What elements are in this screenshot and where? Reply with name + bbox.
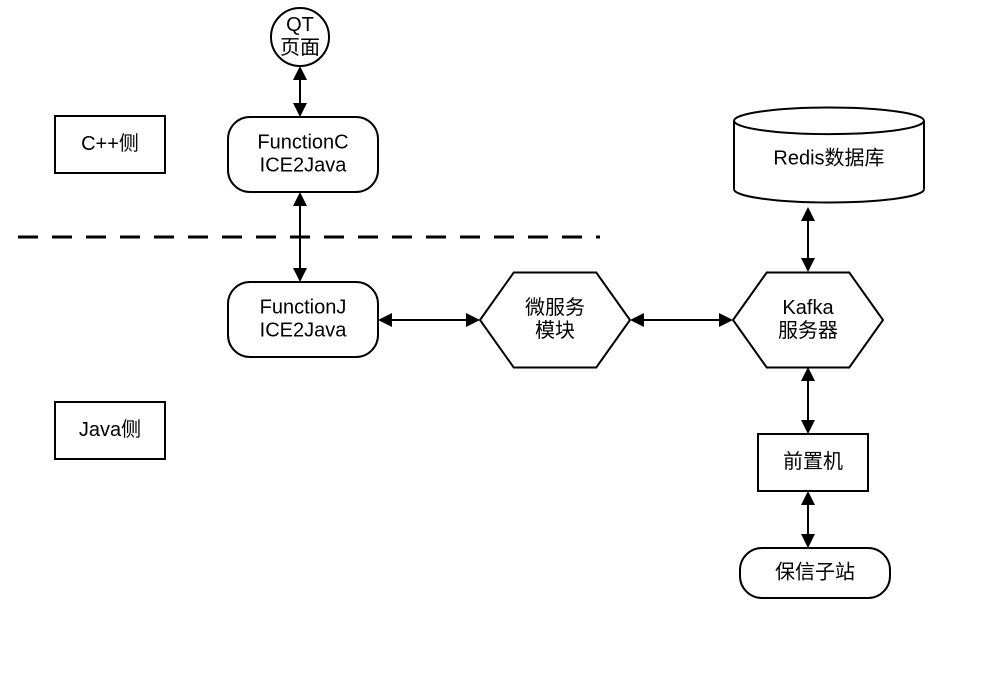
node-label: ICE2Java bbox=[260, 319, 348, 341]
node-label: 前置机 bbox=[783, 450, 843, 473]
edge-kafka-frontend bbox=[801, 367, 815, 434]
node-label: Redis数据库 bbox=[773, 146, 884, 169]
edge-qt_page-function_c bbox=[293, 66, 307, 117]
node-label: 模块 bbox=[535, 319, 575, 342]
node-label: Java侧 bbox=[79, 418, 141, 441]
node-label: QT bbox=[286, 14, 314, 36]
node-label: C++侧 bbox=[81, 132, 139, 155]
node-label: FunctionJ bbox=[260, 296, 347, 318]
node-label: 服务器 bbox=[778, 319, 838, 342]
edge-frontend-substation bbox=[801, 491, 815, 548]
edge-function_j-microservice bbox=[378, 313, 480, 327]
edge-kafka-redis bbox=[801, 207, 815, 272]
node-label: 微服务 bbox=[525, 296, 585, 319]
node-label: 保信子站 bbox=[775, 560, 855, 583]
node-label: Kafka bbox=[782, 297, 834, 319]
node-label: FunctionC bbox=[257, 131, 348, 153]
node-label: 页面 bbox=[280, 37, 320, 59]
node-label: ICE2Java bbox=[260, 154, 348, 176]
edge-microservice-kafka bbox=[630, 313, 733, 327]
